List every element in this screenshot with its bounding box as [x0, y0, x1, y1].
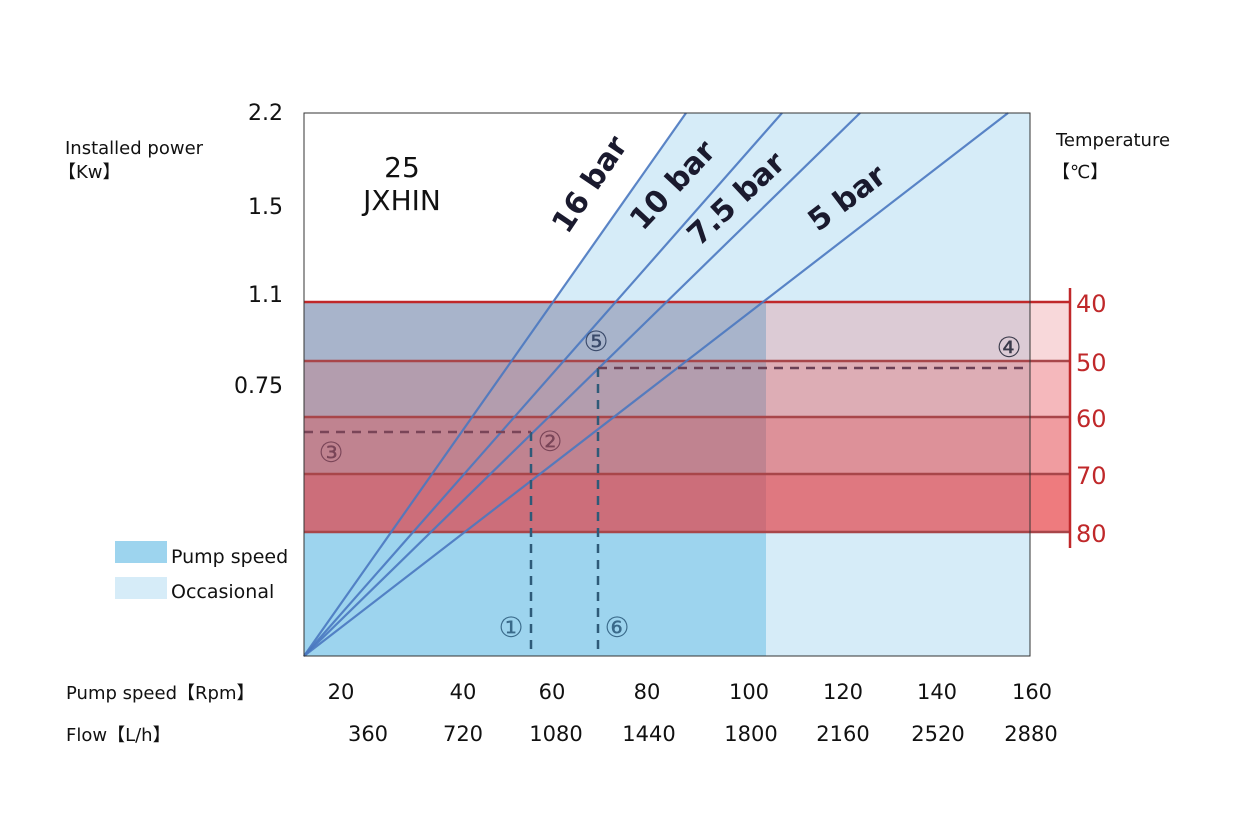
temperature-tick-label: 70 [1076, 462, 1107, 490]
x-axis-title: Pump speed【Rpm】 [66, 683, 254, 704]
temperature-band [766, 417, 1030, 474]
temperature-band [304, 474, 766, 532]
y-tick-label: 2.2 [248, 101, 283, 126]
y-tick-label: 0.75 [234, 374, 283, 399]
temperature-band [304, 361, 766, 417]
x-tick-label: 1080 [529, 722, 582, 746]
step-marker-1: ① [498, 611, 523, 644]
temperature-band [1030, 417, 1070, 474]
x-tick-label: 40 [450, 680, 477, 704]
temperature-band [304, 417, 766, 474]
series-line-5-bar [303, 112, 1009, 657]
y2-axis-title: Temperature [1055, 130, 1170, 151]
series-line-16-bar [303, 112, 687, 657]
x-tick-label: 720 [443, 722, 483, 746]
temperature-tick-label: 60 [1076, 405, 1107, 433]
chart-title-number: 25 [384, 151, 420, 184]
legend-swatch [115, 577, 167, 599]
temperature-band [1030, 302, 1070, 361]
y2-axis-unit: 【℃】 [1052, 162, 1108, 183]
temperature-tick-label: 50 [1076, 349, 1107, 377]
step-marker-2: ② [537, 425, 562, 458]
temperature-tick-label: 40 [1076, 290, 1107, 318]
x-tick-label: 120 [823, 680, 863, 704]
step-marker-5: ⑤ [583, 325, 608, 358]
x-tick-label: 160 [1012, 680, 1052, 704]
x-tick-label: 60 [539, 680, 566, 704]
series-line-10-bar [303, 112, 783, 657]
x-tick-label: 360 [348, 722, 388, 746]
step-marker-6: ⑥ [604, 611, 629, 644]
x-tick-label: 140 [917, 680, 957, 704]
x-tick-label: 2160 [816, 722, 869, 746]
temperature-band [766, 361, 1030, 417]
plot-border [303, 112, 1031, 657]
y-tick-label: 1.1 [248, 283, 283, 308]
x-tick-label: 1800 [724, 722, 777, 746]
pump-speed-region [304, 532, 766, 656]
x-tick-label: 2880 [1004, 722, 1057, 746]
y-axis-unit: 【Kw】 [58, 162, 121, 183]
chart-title-name: JXHIN [361, 184, 441, 217]
temperature-band [304, 302, 766, 361]
x-tick-label: 80 [634, 680, 661, 704]
legend-swatch [115, 541, 167, 563]
series-line-7-5-bar [303, 112, 861, 657]
y-axis-title: Installed power [65, 138, 204, 159]
x-tick-label: 2520 [911, 722, 964, 746]
temperature-band [766, 302, 1030, 361]
x-tick-label: 20 [328, 680, 355, 704]
legend-label: Pump speed [171, 546, 288, 568]
x-axis-title: Flow【L/h】 [66, 725, 171, 746]
legend-label: Occasional [171, 581, 274, 603]
temperature-band [1030, 474, 1070, 532]
step-marker-3: ③ [318, 436, 343, 469]
x-tick-label: 100 [729, 680, 769, 704]
temperature-band [766, 474, 1030, 532]
step-marker-4: ④ [996, 331, 1021, 364]
temperature-tick-label: 80 [1076, 520, 1107, 548]
x-tick-label: 1440 [622, 722, 675, 746]
y-tick-label: 1.5 [248, 195, 283, 220]
temperature-band [1030, 361, 1070, 417]
